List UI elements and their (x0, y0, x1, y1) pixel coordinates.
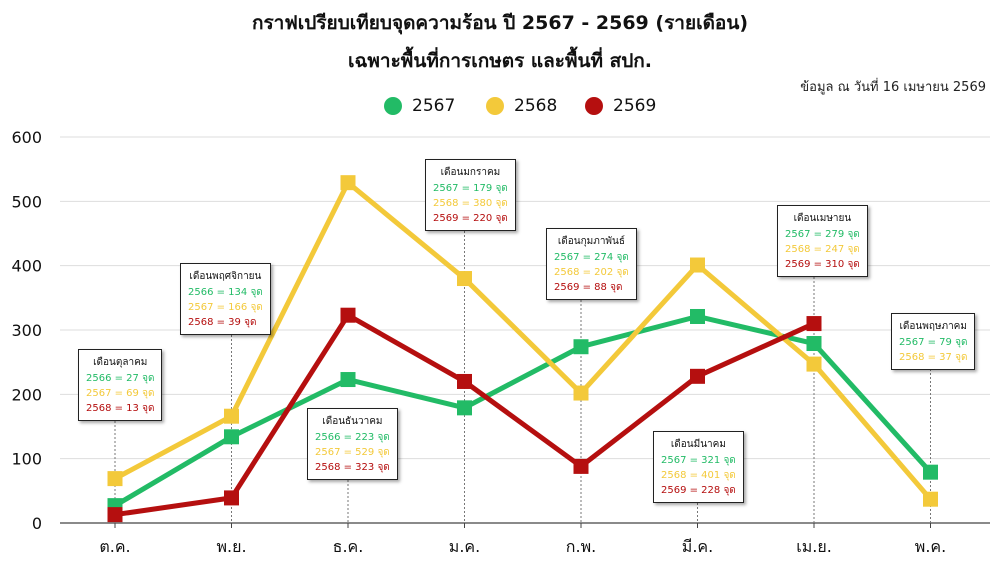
annotation-box: เดือนพฤษภาคม 2567 = 79 จุด 2568 = 37 จุด (891, 313, 976, 370)
data-point-2569 (340, 307, 356, 323)
legend-marker (384, 97, 402, 115)
data-point-2568 (923, 491, 938, 507)
annotation-value: 2568 = 380 จุด (433, 198, 508, 209)
annotation-value: 2569 = 310 จุด (785, 259, 860, 270)
series-line-2567 (113, 313, 933, 508)
annotation-box: เดือนมกราคม 2567 = 179 จุด 2568 = 380 จุด 2… (425, 159, 516, 231)
data-point-2569 (573, 458, 589, 474)
x-tick-label: ธ.ค. (333, 537, 364, 556)
legend-item-2568: 2568 (486, 92, 557, 120)
data-point-2569 (690, 368, 705, 384)
annotation-value: 2567 = 279 จุด (785, 229, 860, 240)
legend-label: 2569 (613, 96, 657, 116)
legend-label: 2568 (514, 96, 558, 116)
annotation-value: 2567 = 274 จุด (554, 252, 629, 263)
annotation-value: 2568 = 247 จุด (785, 244, 860, 255)
annotation-box: เดือนกุมภาพันธ์ 2567 = 274 จุด 2568 = 202 … (546, 228, 637, 300)
y-tick-label: 600 (11, 128, 42, 147)
data-point-2567 (806, 336, 822, 352)
data-point-2567 (340, 372, 356, 388)
x-tick-label: เม.ย. (796, 537, 832, 556)
annotation-value: 2567 = 529 จุด (315, 447, 390, 458)
annotation-value: 2566 = 223 จุด (315, 432, 390, 443)
x-tick-label: พ.ย. (216, 537, 246, 556)
legend-label: 2567 (412, 96, 456, 116)
annotation-box: เดือนตุลาคม 2566 = 27 จุด 2567 = 69 จุด 256… (78, 349, 163, 421)
legend-item-2567: 2567 (384, 92, 455, 120)
annotation-title: เดือนกุมภาพันธ์ (557, 236, 625, 247)
data-point-2569 (224, 490, 239, 506)
x-tick-label: ต.ค. (99, 537, 130, 556)
chart-title: กราฟเปรียบเทียบจุดความร้อน ปี 2567 - 256… (251, 12, 749, 34)
series-line-2568 (113, 180, 933, 501)
y-tick-label: 300 (11, 321, 42, 340)
source-note: ข้อมูล ณ วันที่ 16 เมษายน 2569 (800, 80, 986, 95)
annotation-value: 2569 = 220 จุด (433, 213, 508, 224)
data-point-2567 (573, 339, 589, 355)
annotation-box: เดือนพฤศจิกายน 2566 = 134 จุด 2567 = 166 จ… (180, 263, 271, 335)
chart-subtitle: เฉพาะพื้นที่การเกษตร และพื้นที่ สปก. (347, 50, 653, 72)
annotation-value: 2566 = 134 จุด (188, 287, 263, 298)
y-tick-label: 400 (11, 257, 42, 276)
annotation-value: 2567 = 69 จุด (86, 388, 155, 399)
annotation-title: เดือนมกราคม (440, 167, 501, 178)
annotation-value: 2567 = 179 จุด (433, 183, 508, 194)
annotation-value: 2568 = 401 จุด (661, 470, 736, 481)
annotation-value: 2568 = 39 จุด (188, 317, 257, 328)
data-point-2568 (340, 175, 356, 191)
annotation-title: เดือนเมษายน (793, 213, 852, 224)
annotation-box: เดือนเมษายน 2567 = 279 จุด 2568 = 247 จุด 2… (777, 205, 868, 277)
annotation-title: เดือนพฤษภาคม (899, 321, 967, 332)
x-tick-label: มี.ค. (682, 537, 713, 556)
annotation-value: 2568 = 37 จุด (899, 352, 968, 363)
y-tick-label: 500 (11, 192, 42, 211)
annotation-value: 2568 = 323 จุด (315, 462, 390, 473)
x-tick-label: ก.พ. (566, 537, 596, 556)
x-tick-label: พ.ค. (915, 537, 946, 556)
data-point-2568 (457, 271, 472, 287)
annotation-box: เดือนมีนาคม 2567 = 321 จุด 2568 = 401 จุด 2… (653, 431, 744, 503)
annotation-title: เดือนธันวาคม (322, 416, 383, 427)
y-tick-label: 100 (11, 450, 42, 469)
x-tick-label: ม.ค. (449, 537, 480, 556)
data-point-2567 (690, 308, 705, 324)
annotation-value: 2566 = 27 จุด (86, 373, 155, 384)
data-point-2568 (690, 257, 705, 273)
annotation-title: เดือนมีนาคม (670, 439, 726, 450)
data-point-2567 (224, 429, 239, 445)
data-point-2569 (806, 316, 822, 332)
y-tick-label: 200 (11, 385, 42, 404)
annotation-value: 2568 = 13 จุด (86, 403, 155, 414)
data-point-2569 (457, 373, 472, 389)
annotation-value: 2567 = 166 จุด (188, 302, 263, 313)
data-point-2568 (224, 408, 239, 424)
data-point-2568 (806, 356, 822, 372)
chart-legend: 2567 2568 2569 (0, 92, 1000, 120)
y-tick-label: 0 (32, 514, 42, 533)
annotation-value: 2567 = 79 จุด (899, 337, 968, 348)
annotation-box: เดือนธันวาคม 2566 = 223 จุด 2567 = 529 จุด… (307, 408, 398, 480)
annotation-title: เดือนตุลาคม (93, 357, 148, 368)
data-point-2568 (107, 471, 123, 487)
legend-marker (585, 97, 603, 115)
annotation-value: 2568 = 202 จุด (554, 267, 629, 278)
annotation-value: 2567 = 321 จุด (661, 455, 736, 466)
annotation-title: เดือนพฤศจิกายน (189, 271, 262, 282)
data-point-2567 (457, 400, 472, 416)
legend-item-2569: 2569 (585, 92, 656, 120)
annotation-value: 2569 = 228 จุด (661, 485, 736, 496)
data-point-2569 (107, 507, 123, 523)
legend-marker (486, 97, 504, 115)
data-point-2568 (573, 385, 589, 401)
data-point-2567 (923, 464, 938, 480)
annotation-value: 2569 = 88 จุด (554, 282, 623, 293)
